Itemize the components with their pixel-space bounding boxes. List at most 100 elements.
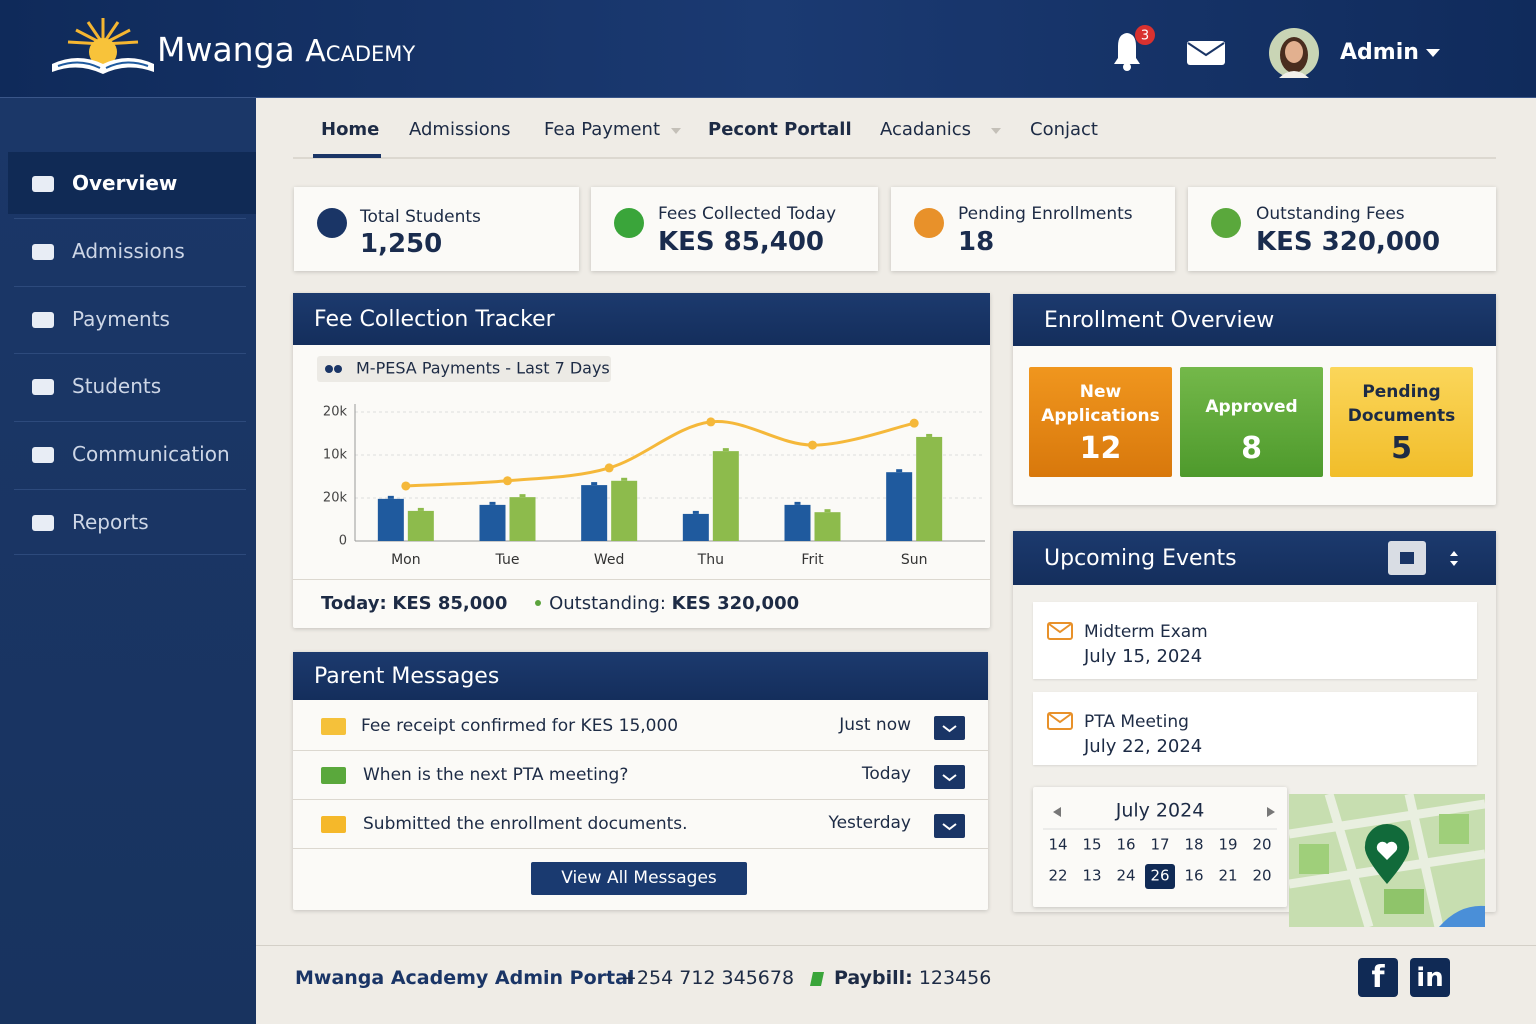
- message-time: Yesterday: [828, 813, 911, 833]
- message-toggle[interactable]: [934, 814, 965, 838]
- tile-value: 5: [1391, 431, 1412, 466]
- stat-value: KES 320,000: [1256, 227, 1441, 257]
- calendar-button[interactable]: [1388, 541, 1428, 575]
- button-bg: [934, 814, 965, 838]
- event-date: July 15, 2024: [1084, 646, 1203, 667]
- sidebar-item[interactable]: Payments: [72, 307, 170, 331]
- calendar-day[interactable]: 18: [1184, 836, 1203, 854]
- user-caret[interactable]: [1425, 48, 1441, 58]
- sidebar: [0, 98, 256, 1024]
- message-time: Just now: [839, 715, 911, 735]
- calendar-day[interactable]: 24: [1116, 867, 1135, 885]
- calendar-day[interactable]: 19: [1218, 836, 1237, 854]
- sidebar-item[interactable]: Admissions: [72, 239, 185, 263]
- nav-tab[interactable]: Fea Payment: [544, 119, 660, 140]
- icon-shape: [317, 208, 347, 238]
- calendar-day[interactable]: 26: [1150, 867, 1169, 885]
- sidebar-item[interactable]: Communication: [72, 442, 230, 466]
- nav-tab[interactable]: Home: [321, 119, 380, 140]
- nav-tab[interactable]: Pecont Portall: [708, 119, 852, 140]
- sidebar-icon: [32, 515, 54, 531]
- messages-panel: Parent Messages: [293, 652, 988, 910]
- mail-icon[interactable]: [1186, 40, 1226, 66]
- icon-shape: [321, 718, 346, 735]
- sort-button[interactable]: [1446, 549, 1462, 569]
- envelope: [1187, 41, 1225, 65]
- social-link[interactable]: in: [1410, 958, 1450, 997]
- calendar-selected: [1145, 864, 1175, 889]
- event-name: PTA Meeting: [1084, 712, 1189, 732]
- calendar-day[interactable]: 15: [1082, 836, 1101, 854]
- envelope: [1047, 622, 1073, 640]
- block: [1439, 814, 1469, 844]
- nav-tab[interactable]: Acadanics: [880, 119, 972, 140]
- message-row: When is the next PTA meeting? Today: [293, 751, 988, 800]
- stat-label: Pending Enrollments: [958, 204, 1133, 224]
- calendar-day[interactable]: 16: [1116, 836, 1135, 854]
- y-tick-label: 0: [339, 534, 347, 549]
- calendar-day[interactable]: 21: [1218, 867, 1237, 885]
- user-name[interactable]: Admin: [1340, 40, 1419, 65]
- flag: [810, 972, 824, 986]
- line-point: [808, 440, 817, 450]
- map[interactable]: [1289, 794, 1485, 927]
- y-tick-label: 20k: [323, 405, 348, 420]
- calendar-day[interactable]: 20: [1252, 836, 1271, 854]
- calendar-day[interactable]: 17: [1150, 836, 1169, 854]
- sidebar-item[interactable]: Students: [72, 374, 162, 398]
- bar-cap: [591, 482, 598, 486]
- button-bg: [934, 716, 965, 740]
- today-label: Today:: [321, 593, 387, 614]
- stat-value: KES 85,400: [658, 227, 825, 257]
- bar: [784, 504, 811, 541]
- next-month[interactable]: [1267, 807, 1275, 817]
- nav-caret: [991, 128, 1001, 134]
- calendar-day[interactable]: 16: [1184, 867, 1203, 885]
- calendar-day[interactable]: 13: [1082, 867, 1101, 885]
- y-tick-label: 10k: [323, 448, 348, 463]
- bar: [581, 485, 608, 541]
- avatar[interactable]: [1269, 28, 1319, 78]
- enrollment-tile: New Applications 12: [1029, 367, 1172, 477]
- caret: [991, 128, 1001, 134]
- bar: [814, 512, 841, 541]
- fee-summary: Today: KES 85,000 Outstanding: KES 320,0…: [321, 593, 799, 614]
- sidebar-divider: [14, 286, 246, 287]
- event-card: Midterm Exam July 15, 2024: [1033, 602, 1477, 679]
- calendar-day[interactable]: 20: [1252, 867, 1271, 885]
- bar: [886, 472, 913, 541]
- bar: [611, 480, 638, 541]
- envelope: [1047, 712, 1073, 730]
- calendar-day[interactable]: 22: [1048, 867, 1067, 885]
- sidebar-item[interactable]: Overview: [72, 171, 178, 195]
- calendar-grid: July 2024 14 15 16 17 18 19 20 22 13 24 26 16 21 20: [1043, 800, 1277, 889]
- paybill-number: 123456: [918, 967, 992, 989]
- bar: [916, 436, 943, 541]
- legend-label: M-PESA Payments - Last 7 Days: [356, 359, 610, 378]
- sidebar-divider: [14, 218, 246, 219]
- sidebar-item[interactable]: Reports: [72, 510, 149, 534]
- line-point: [909, 418, 919, 428]
- sort-icon: [1450, 551, 1458, 566]
- message-text: When is the next PTA meeting?: [363, 765, 629, 785]
- bar: [509, 497, 536, 541]
- nav-caret: [671, 128, 681, 134]
- icon-shape: [321, 816, 346, 833]
- event-card: PTA Meeting July 22, 2024: [1033, 692, 1477, 765]
- nav-tab[interactable]: Admissions: [409, 119, 511, 140]
- event-icon: [1047, 712, 1073, 730]
- social-link[interactable]: f: [1358, 958, 1398, 997]
- notifications[interactable]: 3: [1106, 22, 1158, 72]
- prev-month[interactable]: [1053, 807, 1061, 817]
- block: [1299, 844, 1329, 874]
- divider: [293, 579, 990, 580]
- bell: [1114, 33, 1140, 64]
- view-all-button[interactable]: View All Messages: [531, 862, 747, 895]
- message-toggle[interactable]: [934, 716, 965, 740]
- calendar-month: July 2024: [1115, 800, 1205, 822]
- sidebar-icon: [32, 379, 54, 395]
- stat-value: 18: [958, 227, 995, 257]
- nav-tab[interactable]: Conjact: [1030, 119, 1098, 140]
- calendar-day[interactable]: 14: [1048, 836, 1067, 854]
- message-toggle[interactable]: [934, 765, 965, 789]
